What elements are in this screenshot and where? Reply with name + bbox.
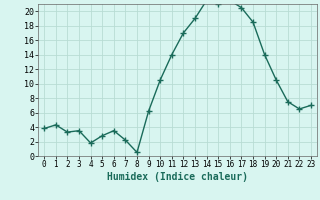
X-axis label: Humidex (Indice chaleur): Humidex (Indice chaleur) [107, 172, 248, 182]
